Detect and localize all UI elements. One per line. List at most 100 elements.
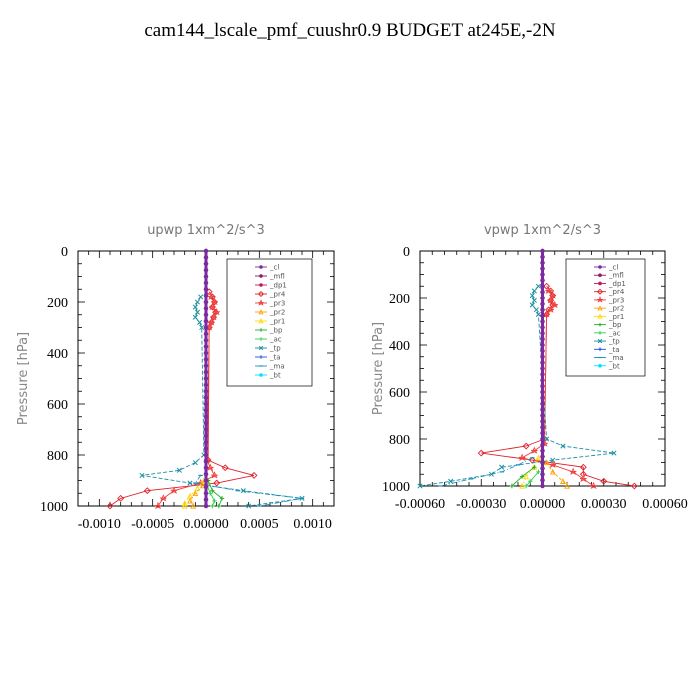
data-point bbox=[518, 453, 526, 461]
data-point bbox=[540, 272, 545, 277]
y-axis-label: Pressure [hPa] bbox=[371, 322, 386, 415]
data-point bbox=[540, 336, 545, 342]
legend-label: _bp bbox=[608, 321, 622, 329]
series-line bbox=[521, 457, 539, 487]
y-tick-label: 0 bbox=[403, 245, 410, 260]
data-point bbox=[547, 296, 555, 304]
legend-marker bbox=[598, 363, 602, 368]
data-point bbox=[154, 501, 162, 510]
legend-marker bbox=[258, 309, 264, 315]
y-tick-label: 600 bbox=[47, 398, 68, 413]
data-point bbox=[523, 473, 530, 480]
data-point bbox=[203, 389, 209, 394]
data-point bbox=[540, 289, 545, 295]
data-point bbox=[221, 464, 229, 472]
series-line bbox=[440, 457, 533, 487]
data-point bbox=[529, 302, 535, 308]
data-point bbox=[203, 382, 209, 388]
data-point bbox=[192, 460, 198, 466]
legend-marker bbox=[597, 338, 603, 344]
legend-label: _bt bbox=[269, 372, 281, 380]
legend-item: _pr1 bbox=[255, 318, 285, 326]
legend-item: _bt bbox=[594, 362, 620, 370]
data-point bbox=[540, 483, 545, 489]
data-point bbox=[559, 478, 566, 484]
data-point bbox=[143, 487, 151, 495]
data-point bbox=[530, 446, 538, 454]
data-point bbox=[540, 354, 545, 359]
data-point bbox=[529, 293, 535, 299]
legend-label: _pr3 bbox=[269, 300, 285, 308]
data-point bbox=[250, 471, 258, 479]
data-point bbox=[528, 479, 533, 484]
data-point bbox=[210, 313, 217, 321]
data-point bbox=[540, 313, 545, 318]
legend-marker bbox=[598, 265, 602, 269]
legend-item: _ac bbox=[594, 329, 621, 337]
legend-label: _ac bbox=[608, 329, 621, 337]
legend-item: _ta bbox=[594, 346, 620, 354]
data-point bbox=[203, 287, 209, 292]
data-point bbox=[216, 503, 221, 509]
data-point bbox=[531, 288, 537, 294]
x-tick-label: -0.00030 bbox=[456, 497, 506, 512]
data-point bbox=[192, 490, 199, 496]
data-point bbox=[540, 407, 545, 412]
data-point bbox=[203, 363, 209, 368]
data-point bbox=[540, 301, 545, 307]
legend-label: _ta bbox=[269, 354, 281, 362]
data-point bbox=[187, 480, 193, 486]
legend-item: _cl bbox=[594, 264, 618, 272]
data-point bbox=[533, 307, 539, 313]
legend-marker bbox=[598, 347, 602, 352]
data-point bbox=[181, 500, 188, 507]
legend-item: _cl bbox=[255, 264, 279, 272]
data-point bbox=[540, 454, 545, 459]
data-point bbox=[203, 350, 209, 356]
data-point bbox=[199, 482, 206, 489]
data-point bbox=[540, 266, 545, 271]
legend-marker bbox=[257, 290, 265, 298]
data-point bbox=[203, 293, 209, 298]
data-point bbox=[139, 472, 145, 478]
legend-item: _pr4 bbox=[594, 288, 625, 296]
series-ac bbox=[523, 469, 541, 489]
data-point bbox=[192, 314, 198, 320]
legend-item: _ta bbox=[255, 354, 281, 362]
data-point bbox=[170, 486, 178, 494]
data-point bbox=[536, 469, 541, 475]
data-point bbox=[203, 433, 209, 439]
chart-title: upwp 1xm^2/s^3 bbox=[147, 223, 265, 238]
data-point bbox=[207, 318, 215, 326]
legend-marker bbox=[259, 283, 263, 287]
data-point bbox=[579, 470, 587, 478]
legend-marker bbox=[596, 288, 604, 295]
legend-marker bbox=[259, 337, 263, 341]
series-pr2 bbox=[187, 482, 206, 509]
series-pr3 bbox=[154, 292, 221, 510]
x-tick-label: -0.0010 bbox=[78, 517, 121, 532]
legend-item: _pr3 bbox=[255, 299, 285, 308]
data-point bbox=[523, 483, 529, 489]
data-point bbox=[540, 307, 545, 312]
x-tick-label: 0.0010 bbox=[293, 517, 332, 532]
legend-marker bbox=[597, 305, 603, 311]
data-point bbox=[499, 464, 505, 470]
legend-label: _bp bbox=[269, 327, 283, 335]
y-tick-label: 0 bbox=[61, 245, 68, 260]
legend-label: _ta bbox=[608, 346, 620, 354]
data-point bbox=[203, 503, 209, 509]
legend-item: _pr3 bbox=[594, 296, 624, 304]
data-point bbox=[203, 325, 209, 330]
data-point bbox=[540, 325, 545, 330]
data-point bbox=[549, 292, 557, 300]
data-point bbox=[547, 296, 555, 304]
data-point bbox=[540, 360, 545, 365]
legend-item: _ma bbox=[594, 354, 624, 362]
chart-2: vpwp 1xm^2/s^3 Pressure [hPa] 0 200 400 600 80… bbox=[371, 223, 688, 512]
data-point bbox=[519, 482, 526, 489]
data-point bbox=[417, 483, 423, 489]
data-point bbox=[540, 395, 545, 401]
data-point bbox=[203, 357, 209, 362]
y-axis-label: Pressure [hPa] bbox=[16, 332, 31, 425]
